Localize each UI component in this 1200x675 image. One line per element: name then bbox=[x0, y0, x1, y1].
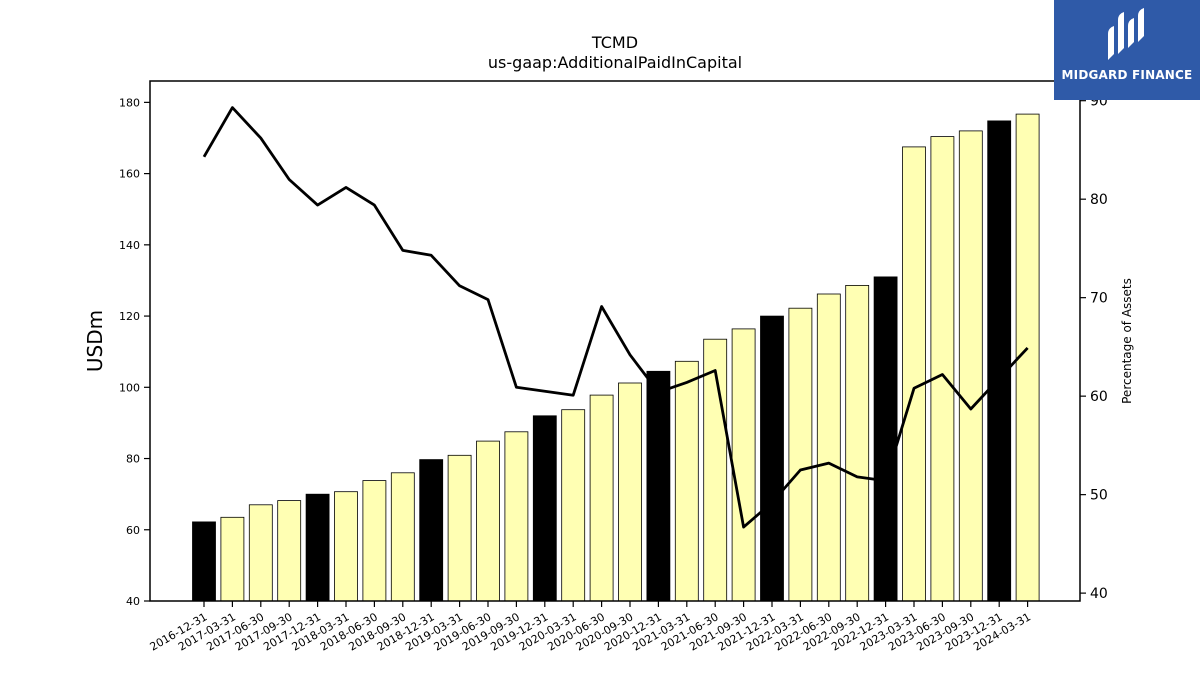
bar bbox=[760, 315, 784, 602]
bar bbox=[362, 480, 387, 602]
series-line bbox=[202, 106, 1029, 529]
bar bbox=[504, 431, 529, 602]
bar bbox=[873, 276, 898, 602]
brand-logo: MIDGARD FINANCE bbox=[1054, 0, 1200, 100]
bar bbox=[192, 521, 216, 602]
y2-tick-label: 70 bbox=[1090, 291, 1108, 307]
bar bbox=[561, 409, 586, 602]
bar bbox=[220, 516, 245, 602]
bar bbox=[618, 382, 642, 602]
midgard-logo-icon bbox=[1108, 8, 1144, 60]
bars-group bbox=[192, 113, 1040, 602]
x-axis: 2016-12-312017-03-312017-06-302017-09-30… bbox=[148, 601, 1033, 654]
bar bbox=[532, 415, 557, 602]
y-tick-label: 140 bbox=[119, 239, 140, 252]
y-axis-left: 40 60 80 100 120 140 160 180 bbox=[119, 96, 150, 608]
bar bbox=[902, 146, 926, 602]
bar bbox=[419, 459, 444, 602]
bar bbox=[646, 370, 671, 602]
bar bbox=[731, 328, 756, 602]
bar bbox=[816, 293, 841, 602]
bar bbox=[447, 454, 472, 602]
y2-tick-label: 40 bbox=[1090, 586, 1108, 602]
y-tick-label: 160 bbox=[119, 168, 140, 181]
bar bbox=[703, 338, 728, 602]
chart-subtitle: us-gaap:AdditionalPaidInCapital bbox=[488, 53, 742, 72]
bar bbox=[674, 360, 699, 602]
bar bbox=[390, 472, 415, 602]
bar bbox=[305, 493, 330, 602]
y2-tick-label: 80 bbox=[1090, 192, 1108, 208]
bar bbox=[987, 120, 1012, 602]
y-tick-label: 120 bbox=[119, 310, 140, 323]
bar bbox=[845, 284, 870, 602]
y-tick-label: 60 bbox=[126, 524, 140, 537]
bar bbox=[248, 504, 273, 602]
y2-tick-label: 60 bbox=[1090, 389, 1108, 405]
brand-name: MIDGARD FINANCE bbox=[1061, 68, 1193, 82]
bar bbox=[476, 440, 500, 602]
bar bbox=[958, 130, 983, 602]
bar bbox=[277, 500, 302, 602]
y-tick-label: 80 bbox=[126, 453, 140, 466]
chart-title: TCMD bbox=[591, 33, 638, 52]
y2-axis-label: Percentage of Assets bbox=[1120, 278, 1134, 404]
y-tick-label: 180 bbox=[119, 96, 140, 109]
line-group bbox=[202, 106, 1029, 529]
bar bbox=[930, 136, 955, 602]
y-axis-label: USDm bbox=[83, 310, 107, 372]
bar bbox=[788, 307, 813, 602]
bar bbox=[334, 491, 358, 602]
y2-tick-label: 50 bbox=[1090, 488, 1108, 504]
plot-frame bbox=[149, 80, 1081, 602]
bar bbox=[589, 394, 614, 602]
y-tick-label: 40 bbox=[126, 595, 140, 608]
y-tick-label: 100 bbox=[119, 381, 140, 394]
